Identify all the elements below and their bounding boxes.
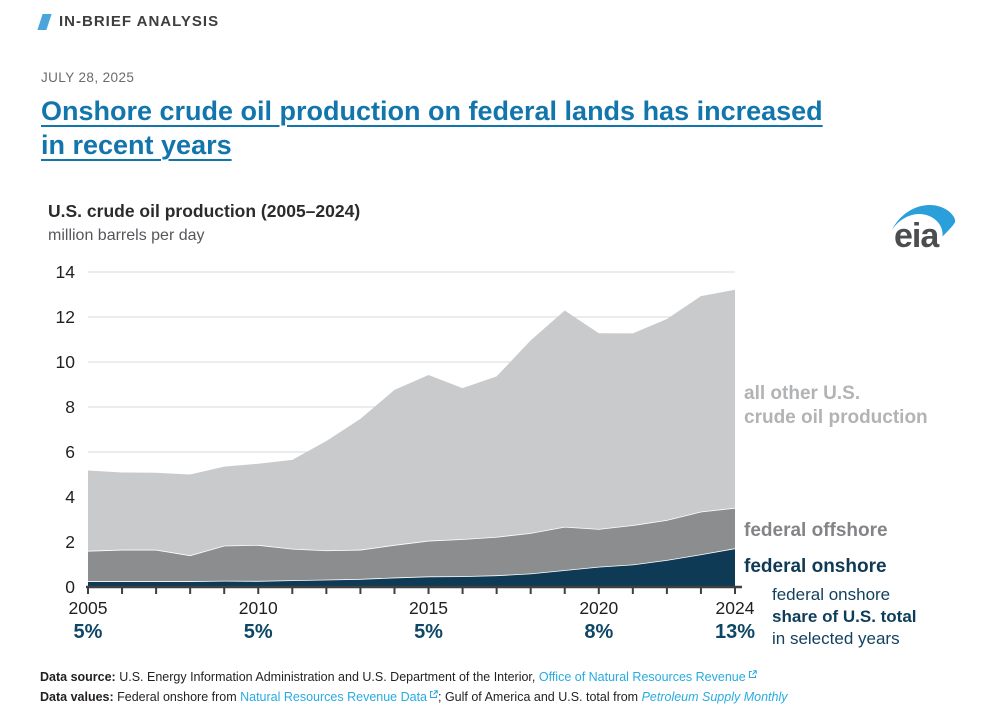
share-pct-label: 5% bbox=[244, 621, 273, 643]
external-link-icon bbox=[748, 670, 757, 679]
series-label-all-other-line1: all other U.S. bbox=[744, 383, 861, 404]
title-line-1: Onshore crude oil production on federal … bbox=[41, 96, 823, 126]
data-values-line: Data values: Federal onshore from Natura… bbox=[40, 688, 970, 708]
kicker: IN-BRIEF ANALYSIS bbox=[37, 13, 220, 30]
y-tick-label: 2 bbox=[65, 532, 75, 552]
external-link-icon bbox=[429, 689, 438, 698]
article-date: JULY 28, 2025 bbox=[41, 70, 135, 85]
production-area-chart: 0 2 4 6 8 10 12 14 2005 2010 2015 2020 2024 5% 5% 5% 8% 1… bbox=[56, 262, 756, 643]
kicker-label: IN-BRIEF ANALYSIS bbox=[59, 13, 220, 30]
eia-logo-text: eia bbox=[894, 217, 940, 251]
psm-link[interactable]: Petroleum Supply Monthly bbox=[641, 689, 788, 704]
chart-title: U.S. crude oil production (2005–2024) bbox=[48, 201, 361, 221]
share-note-line3: in selected years bbox=[772, 629, 900, 648]
data-source-line: Data source: U.S. Energy Information Adm… bbox=[40, 668, 970, 688]
y-tick-label: 6 bbox=[65, 442, 75, 462]
x-tick-label: 2005 bbox=[69, 598, 108, 618]
y-tick-label: 12 bbox=[56, 307, 75, 327]
area-federal-offshore bbox=[88, 507, 735, 582]
share-note-line2: share of U.S. total bbox=[772, 607, 917, 626]
series-label-all-other: all other U.S. crude oil production bbox=[744, 382, 928, 430]
series-label-all-other-line2: crude oil production bbox=[744, 407, 928, 428]
slash-icon bbox=[37, 13, 52, 30]
data-values-label: Data values: bbox=[40, 689, 114, 704]
y-tick-label: 4 bbox=[65, 487, 75, 507]
share-pct-label: 5% bbox=[414, 621, 443, 643]
share-pct-label: 13% bbox=[715, 621, 755, 643]
article-title: Onshore crude oil production on federal … bbox=[41, 94, 941, 162]
area-federal-onshore bbox=[88, 548, 735, 587]
y-tick-label: 10 bbox=[56, 352, 76, 372]
y-tick-label: 8 bbox=[65, 397, 75, 417]
chart-subtitle: million barrels per day bbox=[48, 227, 205, 244]
eia-logo-swoosh-icon bbox=[892, 205, 956, 237]
data-values-text1: Federal onshore from bbox=[113, 689, 241, 704]
x-tick-label: 2015 bbox=[409, 598, 448, 618]
y-tick-label: 14 bbox=[56, 262, 76, 282]
nrrd-link[interactable]: Natural Resources Revenue Data bbox=[240, 689, 428, 704]
x-tick-label: 2010 bbox=[239, 598, 278, 618]
eia-logo[interactable]: eia bbox=[891, 197, 957, 251]
article-title-link[interactable]: Onshore crude oil production on federal … bbox=[41, 96, 823, 160]
share-note-line1: federal onshore bbox=[772, 585, 891, 604]
share-pct-label: 8% bbox=[584, 621, 613, 643]
share-note: federal onshore share of U.S. total in s… bbox=[772, 584, 917, 650]
data-values-text2: ; Gulf of America and U.S. total from bbox=[438, 689, 642, 704]
onrr-link[interactable]: Office of Natural Resources Revenue bbox=[538, 670, 746, 684]
share-pct-label: 5% bbox=[74, 621, 103, 643]
x-tick-label: 2020 bbox=[579, 598, 618, 618]
area-all-other-U.S.-crude-oil-production bbox=[88, 289, 735, 556]
data-source-label: Data source: bbox=[40, 670, 116, 684]
x-tick-label: 2024 bbox=[716, 598, 755, 618]
title-line-2: in recent years bbox=[41, 130, 232, 160]
series-label-offshore: federal offshore bbox=[744, 520, 888, 541]
y-tick-label: 0 bbox=[65, 577, 75, 597]
series-label-onshore: federal onshore bbox=[744, 556, 887, 577]
footer: Data source: U.S. Energy Information Adm… bbox=[40, 668, 970, 707]
data-source-text: U.S. Energy Information Administration a… bbox=[115, 670, 539, 684]
